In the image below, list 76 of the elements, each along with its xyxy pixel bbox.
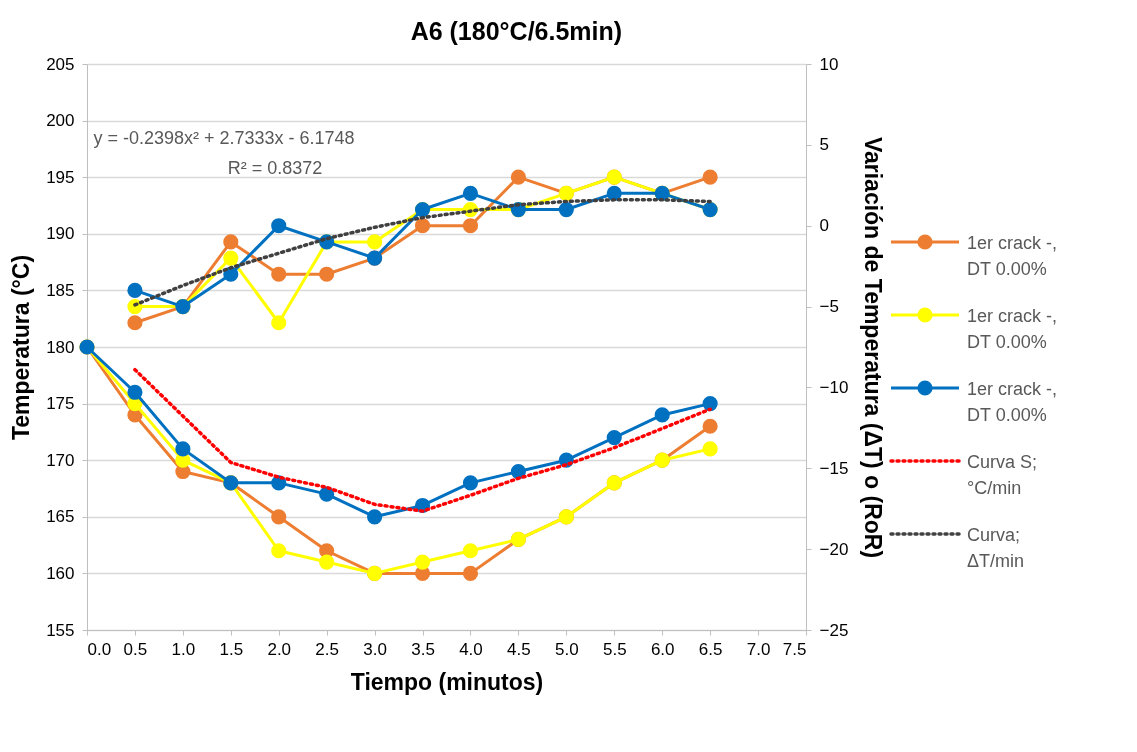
x-tick-label: 6.0 (650, 639, 675, 659)
x-tick-label: 0.0 (87, 639, 112, 659)
point (271, 543, 287, 559)
point (271, 218, 287, 234)
annotation: R² = 0.8372 (227, 158, 323, 178)
point (127, 282, 143, 298)
point (558, 201, 574, 218)
x-tick-label: 6.5 (698, 639, 723, 659)
y2-tick-label: −20 (819, 539, 849, 559)
point (462, 218, 479, 234)
x-tick-label: 4.0 (459, 639, 483, 659)
point (223, 250, 239, 266)
y2-tick-label: −5 (819, 297, 839, 317)
y-tick-label: 190 (46, 224, 75, 244)
y-tick-label: 195 (46, 167, 75, 187)
y-tick-label: 200 (46, 111, 75, 131)
point (414, 218, 431, 234)
y-tick-label: 165 (46, 507, 75, 527)
y-tick-label: 155 (46, 620, 75, 640)
point (271, 266, 287, 282)
x-tick-label: 7.5 (782, 639, 807, 659)
x-tick-label: 5.0 (555, 639, 579, 659)
y2-tick-label: −15 (819, 458, 849, 478)
x-axis-title: Tiempo (minutos) (350, 668, 544, 695)
y-tick-label: 160 (46, 563, 75, 583)
x-tick-label: 1.0 (171, 639, 196, 659)
point (127, 315, 143, 331)
point (175, 441, 191, 457)
legend-label: 1er crack -, DT 0.00% (967, 233, 1058, 279)
point (702, 441, 718, 457)
legend-label: Curva S; °C/min (967, 452, 1038, 498)
point (319, 266, 335, 282)
y-tick-label: 170 (46, 450, 75, 470)
point (367, 234, 383, 250)
y2-axis-title: Variación de Temperatura (ΔT) o (RoR) (860, 136, 887, 559)
point (606, 429, 622, 446)
point (271, 315, 287, 331)
point (462, 565, 479, 581)
point (367, 509, 383, 525)
y-axis-title: Temperatura (°C) (8, 254, 35, 441)
point (702, 396, 718, 412)
x-tick-label: 2.5 (315, 639, 339, 659)
x-tick-label: 7.0 (746, 639, 771, 659)
annotation: y = -0.2398x² + 2.7333x - 6.1748 (93, 128, 355, 148)
point (223, 234, 239, 250)
point (414, 554, 431, 570)
point (462, 185, 479, 201)
x-tick-label: 5.5 (602, 639, 627, 659)
y-tick-label: 205 (46, 54, 75, 74)
y2-tick-label: 10 (819, 54, 839, 74)
x-tick-label: 3.5 (411, 639, 435, 659)
point (702, 418, 718, 434)
point (462, 543, 479, 559)
y2-tick-label: 0 (819, 216, 829, 236)
y-tick-label: 180 (46, 337, 75, 357)
x-tick-label: 2.0 (267, 639, 292, 659)
y-tick-label: 175 (46, 394, 75, 414)
x-tick-label: 3.0 (363, 639, 387, 659)
legend-label: 1er crack -, DT 0.00% (967, 379, 1058, 425)
x-tick-label: 4.5 (507, 639, 531, 659)
y2-tick-label: 5 (819, 135, 829, 155)
point (702, 169, 718, 185)
point (462, 475, 479, 491)
y-tick-label: 185 (46, 280, 75, 300)
point (319, 554, 335, 570)
x-tick-label: 0.5 (123, 639, 148, 659)
legend-label: Curva; ΔT/min (967, 525, 1025, 571)
point (271, 509, 287, 525)
y2-tick-label: −10 (819, 377, 849, 397)
legend-label: 1er crack -, DT 0.00% (967, 306, 1058, 352)
chart-title: A6 (180°C/6.5min) (410, 17, 623, 45)
point (127, 384, 143, 400)
point (510, 169, 526, 185)
point (654, 407, 670, 423)
x-tick-label: 1.5 (219, 639, 244, 659)
y2-tick-label: −25 (819, 620, 849, 640)
